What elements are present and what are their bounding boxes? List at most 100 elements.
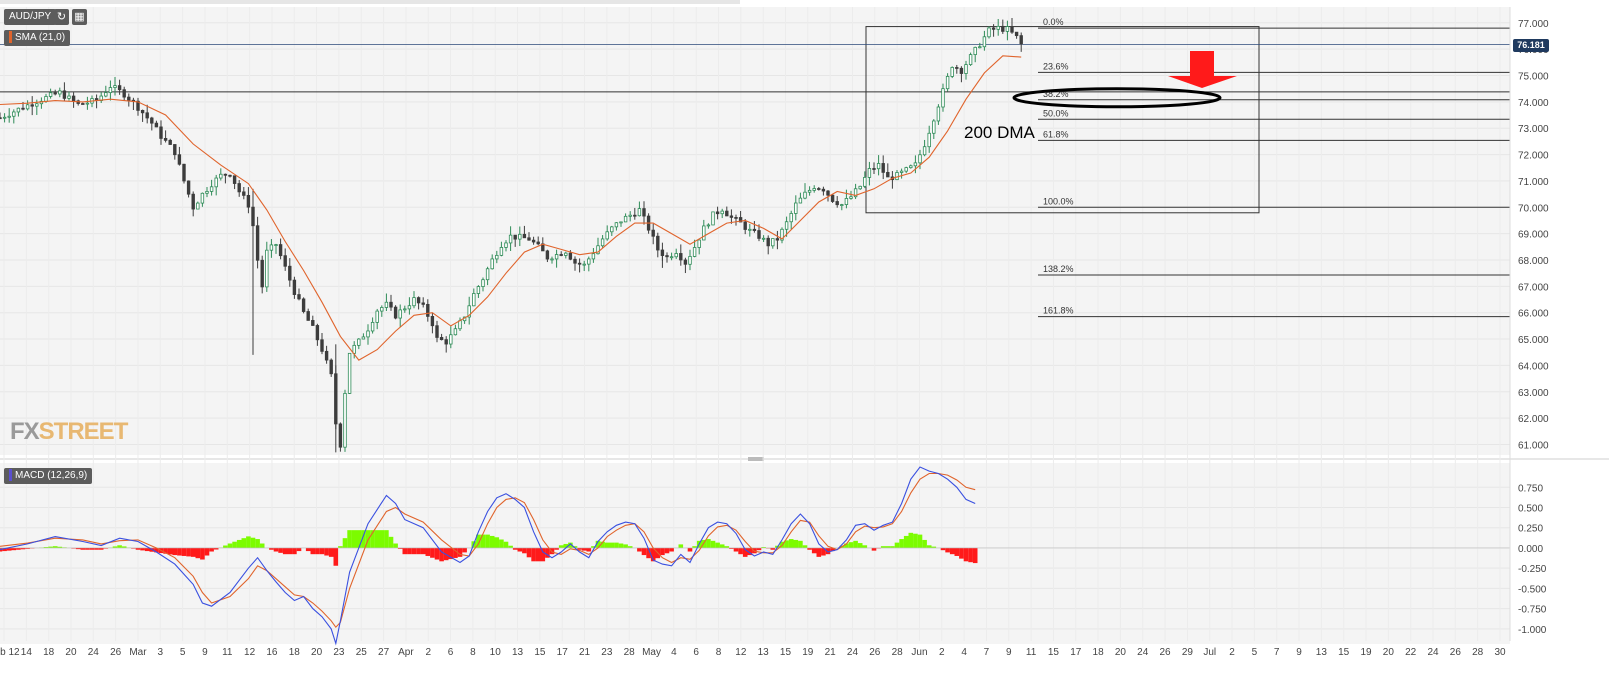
macd-histogram-bar (462, 547, 467, 553)
price-candle-body (637, 208, 642, 217)
price-candle-body (384, 301, 389, 308)
macd-histogram-bar (241, 538, 247, 548)
macd-histogram-bar (209, 547, 214, 552)
price-candle-body (725, 210, 729, 217)
date-axis-tick-label: 24 (1427, 647, 1439, 658)
price-candle-body (53, 92, 57, 95)
macd-histogram-bar (80, 547, 86, 550)
macd-histogram-bar (770, 547, 776, 550)
date-axis-tick-label: 20 (65, 647, 77, 658)
macd-histogram-bar (416, 547, 421, 555)
price-candle-body (71, 95, 76, 102)
macd-histogram-bar (57, 546, 63, 548)
macd-histogram-bar (954, 547, 960, 556)
macd-histogram-bar (259, 543, 265, 548)
macd-histogram-bar (641, 547, 647, 556)
macd-histogram-bar (650, 547, 656, 562)
price-candle-body (16, 107, 21, 113)
macd-histogram-bar (273, 547, 279, 552)
macd-histogram-bar (430, 547, 435, 558)
date-axis-tick-label: 23 (601, 647, 613, 658)
price-candle-body (568, 252, 573, 260)
price-axis-tick-label: 70.000 (1518, 203, 1549, 214)
price-candle-body (789, 213, 793, 223)
macd-histogram-bar (692, 546, 697, 548)
macd-histogram-bar (315, 547, 320, 555)
macd-histogram-bar (512, 547, 518, 550)
price-candle-body (361, 336, 366, 340)
macd-histogram-bar (11, 547, 17, 551)
price-candle-body (881, 163, 885, 173)
price-candle-body (209, 186, 214, 192)
symbol-label[interactable]: AUD/JPY (4, 9, 57, 25)
macd-histogram-bar (172, 547, 178, 556)
sma-line (0, 55, 1022, 361)
macd-histogram-bar (811, 547, 817, 554)
macd-histogram-bar (25, 547, 30, 549)
macd-histogram-bar (568, 542, 573, 548)
price-candle-body (380, 307, 384, 312)
price-candle-body (752, 228, 757, 231)
macd-histogram-bar (926, 545, 932, 548)
date-axis-tick-label: 9 (1296, 647, 1302, 658)
date-axis-tick-label: 5 (1252, 647, 1258, 658)
price-candle-body (964, 64, 968, 74)
price-candle-body (1014, 31, 1019, 37)
price-candle-body (987, 27, 991, 38)
price-candle-body (301, 298, 306, 312)
price-candle-body (347, 352, 352, 394)
macd-histogram-bar (807, 547, 812, 550)
date-axis-tick-label: 17 (557, 647, 569, 658)
macd-histogram-bar (439, 547, 444, 562)
macd-histogram-bar (181, 547, 187, 556)
macd-histogram-bar (816, 547, 822, 557)
date-axis-tick-label: 15 (534, 647, 546, 658)
date-axis-tick-label: May (642, 647, 661, 658)
price-candle-body (237, 183, 241, 193)
price-candle-body (205, 191, 209, 194)
macd-histogram-bar (678, 544, 684, 548)
price-candle-body (991, 27, 996, 30)
macd-histogram-bar (356, 530, 362, 548)
price-candle-body (628, 214, 632, 217)
macd-axis-tick-label: -0.500 (1518, 584, 1547, 595)
macd-histogram-bar (407, 547, 412, 555)
macd-histogram-bar (131, 547, 136, 549)
macd-histogram-bar (959, 547, 964, 559)
date-axis-tick-label: 15 (780, 647, 792, 658)
macd-histogram-bar (885, 546, 891, 548)
price-candle-body (596, 245, 600, 255)
macd-histogram-bar (144, 547, 150, 552)
price-candle-body (476, 286, 481, 294)
price-candle-body (932, 120, 936, 134)
date-axis-tick-label: Jun (911, 647, 927, 658)
price-candle-body (922, 146, 927, 156)
price-candle-body (913, 162, 918, 167)
price-candle-body (978, 46, 982, 49)
price-candle-body (21, 107, 25, 110)
macd-histogram-bar (186, 547, 191, 557)
macd-histogram-bar (48, 546, 53, 548)
macd-histogram-bar (825, 547, 831, 555)
pane-resize-handle[interactable] (748, 457, 764, 461)
date-axis-tick-label: 2 (939, 647, 945, 658)
refresh-icon[interactable]: ↻ (54, 9, 69, 25)
macd-histogram-bar (255, 539, 260, 548)
date-axis-tick-label: 14 (21, 647, 33, 658)
macd-histogram-bar (637, 547, 642, 552)
price-candle-body (444, 339, 448, 345)
macd-pane-background (0, 463, 1510, 644)
price-candle-body (499, 247, 504, 256)
date-axis-tick-label: 20 (1115, 647, 1127, 658)
macd-histogram-bar (586, 547, 592, 552)
date-axis-tick-label: 2 (1229, 647, 1235, 658)
price-candle-body (554, 254, 559, 260)
macd-histogram-bar (687, 547, 693, 552)
price-axis-tick-label: 73.000 (1518, 124, 1549, 135)
price-candle-body (656, 235, 660, 251)
sma-indicator-label[interactable]: SMA (21,0) (4, 30, 71, 46)
fibonacci-highlight-ellipse (1012, 87, 1222, 109)
macd-indicator-label[interactable]: MACD (12,26,9) (4, 468, 93, 484)
calendar-icon[interactable]: ▦ (72, 9, 87, 25)
